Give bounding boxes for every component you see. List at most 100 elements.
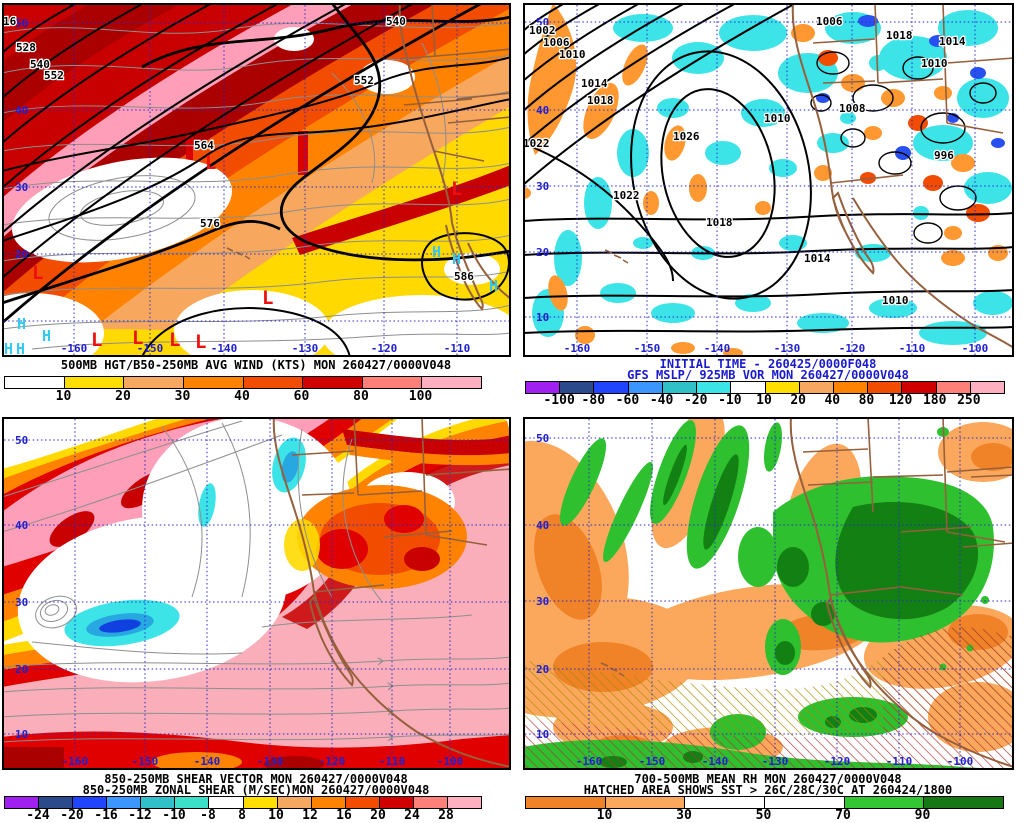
- colorbar-segment: [106, 797, 141, 808]
- colorbar-segment: [593, 382, 628, 393]
- latlon-grid: 50 40 30 20 10 -160 -150 -140 -130 -120 -110 -100: [525, 419, 1012, 768]
- colorbar-tick-label: -24: [26, 808, 50, 823]
- svg-text:30: 30: [15, 181, 28, 194]
- panel-title-sst: HATCHED AREA SHOWS SST > 26C/28C/30C AT …: [583, 783, 953, 797]
- svg-text:540: 540: [30, 58, 50, 71]
- coastline: [600, 417, 1014, 768]
- svg-text:30: 30: [15, 596, 28, 609]
- colorbar-segment: [559, 382, 594, 393]
- svg-text:50: 50: [536, 432, 549, 445]
- colorbar-tick-label: -12: [128, 808, 152, 823]
- svg-text:-110: -110: [444, 342, 471, 355]
- colorbar-segment: [661, 382, 697, 393]
- colorbar-rh: [525, 796, 1004, 809]
- svg-text:L: L: [205, 152, 216, 174]
- colorbar-segment: [421, 377, 481, 388]
- svg-text:20: 20: [536, 663, 549, 676]
- sst-hatched-areas: [523, 627, 1014, 770]
- colorbar-ticks: 10 20 30 40 60 80 100: [4, 389, 480, 404]
- colorbar-tick-label: 120: [888, 393, 913, 408]
- svg-text:1006: 1006: [816, 15, 843, 28]
- latlon-grid: 50 40 30 20 10 -160 -150 -140 -130 -120 -110 -100: [4, 419, 509, 768]
- colorbar-segment: [843, 797, 924, 808]
- svg-text:1018: 1018: [587, 94, 614, 107]
- colorbar-segment: [923, 797, 1004, 808]
- svg-text:-120: -120: [371, 342, 398, 355]
- svg-text:40: 40: [15, 104, 28, 117]
- panel-title: GFS MSLP/ 925MB VOR MON 260427/0000V048: [627, 368, 909, 382]
- colorbar-wind-speed: [4, 376, 482, 389]
- svg-text:564: 564: [194, 139, 214, 152]
- colorbar-segment: [72, 797, 107, 808]
- colorbar-segment: [627, 382, 662, 393]
- svg-text:-110: -110: [886, 755, 913, 768]
- shear-vector-streamlines: [2, 420, 511, 743]
- colorbar-tick-label: 12: [302, 808, 318, 823]
- colorbar-segment: [969, 382, 1005, 393]
- svg-text:20: 20: [15, 248, 28, 261]
- svg-text:40: 40: [536, 519, 549, 532]
- svg-text:30: 30: [536, 595, 549, 608]
- svg-text:-100: -100: [962, 342, 989, 355]
- colorbar-tick-label: 10: [596, 808, 613, 823]
- panel-title: 500MB HGT/B50-250MB AVG WIND (KTS) MON 2…: [60, 358, 452, 372]
- colorbar-tick-label: -20: [683, 393, 708, 408]
- svg-text:586: 586: [454, 270, 474, 283]
- svg-text:10: 10: [536, 728, 549, 741]
- svg-text:H: H: [16, 340, 25, 357]
- colorbar-segment: [764, 797, 844, 808]
- svg-text:H: H: [432, 243, 441, 261]
- svg-text:16: 16: [3, 15, 17, 28]
- colorbar-segment: [174, 797, 209, 808]
- colorbar-tick-label: 24: [404, 808, 420, 823]
- svg-text:-150: -150: [639, 755, 666, 768]
- svg-text:40: 40: [15, 519, 28, 532]
- colorbar-tick-label: 30: [174, 389, 191, 404]
- svg-text:-100: -100: [947, 755, 974, 768]
- panel-500mb-hgt-wind: 50 40 30 20 -160 -150 -140 -130 -120 -110 16 528 54…: [0, 0, 512, 405]
- panel-mean-rh: 50 40 30 20 10 -160 -150 -140 -130 -120 -110 -100 7…: [512, 410, 1024, 823]
- svg-text:-160: -160: [62, 755, 89, 768]
- svg-text:-110: -110: [379, 755, 406, 768]
- mslp-contours: [523, 3, 1014, 334]
- svg-text:1026: 1026: [673, 130, 700, 143]
- svg-text:-130: -130: [774, 342, 801, 355]
- colorbar-segment: [378, 797, 413, 808]
- colorbar-segment: [140, 797, 175, 808]
- colorbar-segment: [935, 382, 970, 393]
- svg-text:1022: 1022: [613, 189, 640, 202]
- coastline: [226, 3, 511, 311]
- height-contours: [2, 3, 511, 357]
- svg-text:552: 552: [44, 69, 64, 82]
- colorbar-segment: [5, 797, 39, 808]
- map-mslp-vorticity: 50 40 30 20 10 -160 -150 -140 -130 -120 -110 -100 1…: [523, 3, 1014, 357]
- svg-text:-140: -140: [704, 342, 731, 355]
- colorbar-tick-label: -10: [162, 808, 186, 823]
- colorbar-tick-label: 16: [336, 808, 352, 823]
- colorbar-segment: [344, 797, 379, 808]
- map-border: [2, 3, 511, 357]
- svg-text:-130: -130: [762, 755, 789, 768]
- svg-text:L: L: [132, 327, 143, 349]
- colorbar-segment: [242, 377, 303, 388]
- svg-text:-160: -160: [564, 342, 591, 355]
- colorbar-tick-label: -8: [200, 808, 216, 823]
- colorbar-tick-label: 50: [755, 808, 772, 823]
- svg-text:50: 50: [15, 17, 28, 30]
- svg-text:-160: -160: [61, 342, 88, 355]
- colorbar-segment: [901, 382, 936, 393]
- colorbar-segment: [604, 797, 685, 808]
- map-shear: 50 40 30 20 10 -160 -150 -140 -130 -120 -110 -100: [2, 417, 511, 770]
- svg-text:-130: -130: [257, 755, 284, 768]
- shear-shading: [2, 417, 511, 770]
- colorbar-segment: [447, 797, 482, 808]
- svg-text:1010: 1010: [921, 57, 948, 70]
- svg-text:30: 30: [536, 180, 549, 193]
- svg-text:1010: 1010: [882, 294, 909, 307]
- svg-text:1018: 1018: [706, 216, 733, 229]
- svg-text:-160: -160: [576, 755, 603, 768]
- colorbar-tick-label: 20: [790, 393, 806, 408]
- colorbar-tick-label: 30: [676, 808, 692, 823]
- svg-text:-120: -120: [319, 755, 346, 768]
